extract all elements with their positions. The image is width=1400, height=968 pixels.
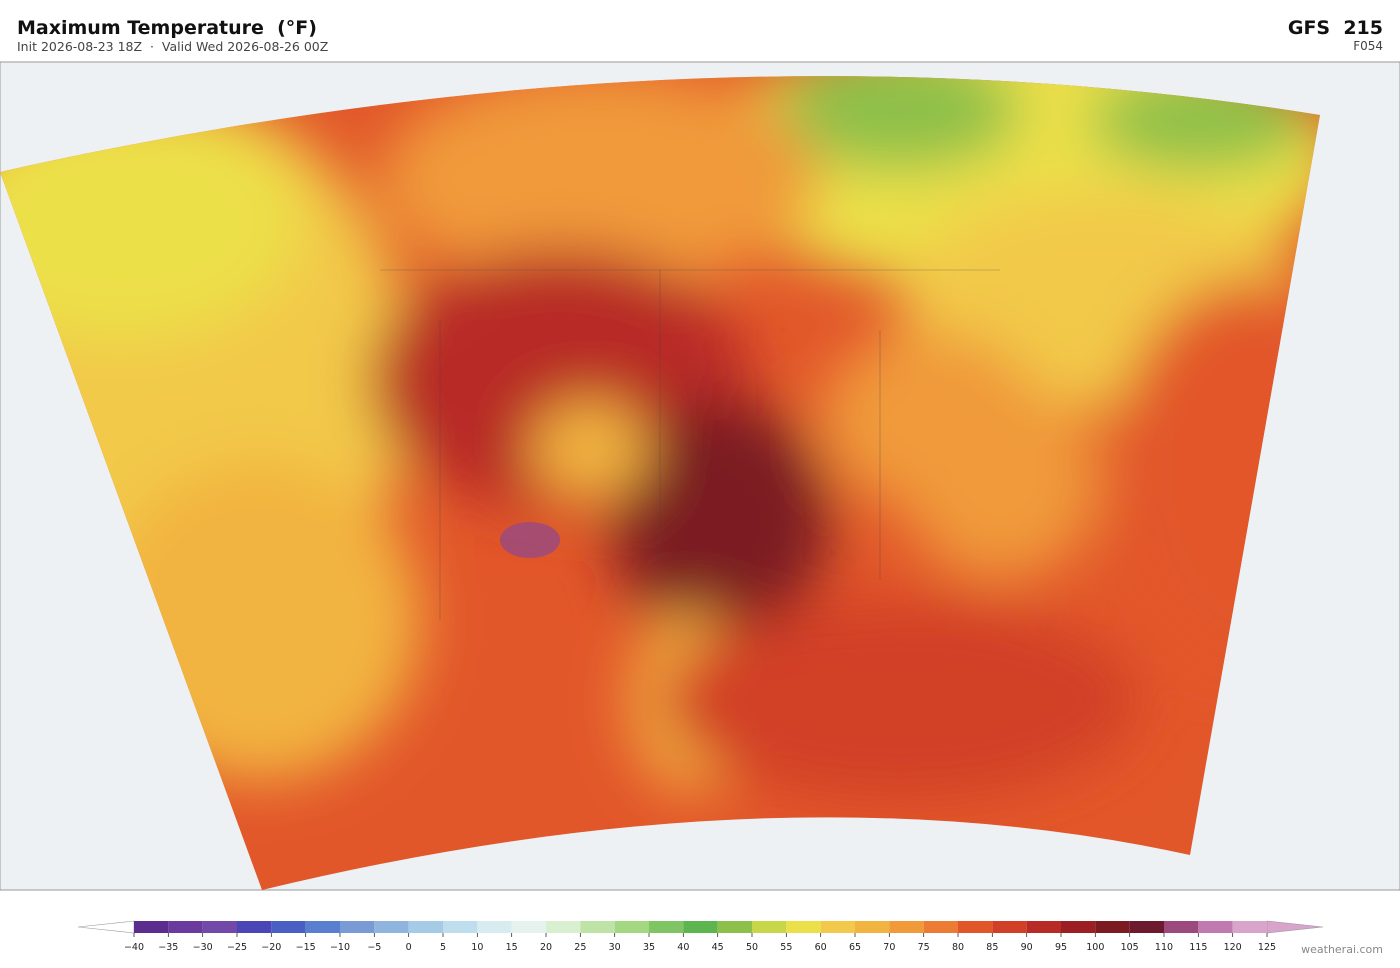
- colorbar-bin: [752, 921, 787, 933]
- colorbar-bin: [271, 921, 306, 933]
- colorbar-tick-label: 35: [643, 942, 655, 953]
- colorbar-tick-label: 105: [1121, 942, 1139, 953]
- colorbar: −40 −35 −30 −25 −20 −15 −10 −5 0 5 10 15 20 25 30 35 40 4…: [77, 920, 1324, 953]
- colorbar-tick-label: −30: [193, 942, 213, 953]
- credit: weatherai.com: [1301, 943, 1383, 956]
- colorbar-bin: [923, 921, 958, 933]
- colorbar-bin: [992, 921, 1027, 933]
- colorbar-bin: [1198, 921, 1233, 933]
- colorbar-tick-label: 75: [918, 942, 930, 953]
- colorbar-bin: [340, 921, 375, 933]
- colorbar-bin: [889, 921, 924, 933]
- map: [0, 61, 1400, 891]
- colorbar-tick-label: 30: [609, 942, 621, 953]
- colorbar-tick-label: 20: [540, 942, 552, 953]
- colorbar-tick-label: 110: [1155, 942, 1173, 953]
- colorbar-bin: [1095, 921, 1130, 933]
- colorbar-tick-label: −35: [158, 942, 178, 953]
- colorbar-tick-label: 65: [849, 942, 861, 953]
- colorbar-bin: [237, 921, 272, 933]
- colorbar-tick-label: −40: [124, 942, 144, 953]
- colorbar-tick-label: 15: [506, 942, 518, 953]
- colorbar-bin: [305, 921, 340, 933]
- colorbar-bin: [580, 921, 615, 933]
- colorbar-bin: [546, 921, 581, 933]
- colorbar-over: [1266, 920, 1324, 934]
- colorbar-bin: [820, 921, 855, 933]
- colorbar-bin: [443, 921, 478, 933]
- colorbar-bin: [855, 921, 890, 933]
- colorbar-bin: [408, 921, 443, 933]
- colorbar-tick-label: 95: [1055, 942, 1067, 953]
- colorbar-bin: [958, 921, 993, 933]
- colorbar-tick-label: 90: [1021, 942, 1033, 953]
- colorbar-tick-label: 120: [1224, 942, 1242, 953]
- colorbar-bin: [477, 921, 512, 933]
- colorbar-tick-label: 40: [677, 942, 689, 953]
- colorbar-bin: [1232, 921, 1267, 933]
- subtitle: Init 2026-08-23 18Z · Valid Wed 2026-08-…: [17, 39, 328, 54]
- colorbar-tick-label: 60: [815, 942, 827, 953]
- colorbar-bin: [1129, 921, 1164, 933]
- colorbar-bin: [786, 921, 821, 933]
- colorbar-tick-label: 100: [1086, 942, 1104, 953]
- colorbar-under: [77, 920, 135, 934]
- colorbar-tick-label: −25: [227, 942, 247, 953]
- colorbar-tick-label: 115: [1189, 942, 1207, 953]
- colorbar-bin: [1061, 921, 1096, 933]
- colorbar-tick-label: −20: [261, 942, 281, 953]
- colorbar-tick-label: 85: [986, 942, 998, 953]
- colorbar-bin: [717, 921, 752, 933]
- colorbar-tick-label: 45: [712, 942, 724, 953]
- colorbar-bin: [511, 921, 546, 933]
- colorbar-tick-label: 5: [440, 942, 446, 953]
- colorbar-bin: [134, 921, 169, 933]
- model-name: GFS 215: [1288, 17, 1383, 39]
- colorbar-bin: [202, 921, 237, 933]
- colorbar-tick-label: 25: [574, 942, 586, 953]
- colorbar-bin: [1026, 921, 1061, 933]
- colorbar-tick-label: 0: [406, 942, 412, 953]
- colorbar-bin: [683, 921, 718, 933]
- colorbar-tick-label: 55: [780, 942, 792, 953]
- colorbar-tick-label: 125: [1258, 942, 1276, 953]
- colorbar-tick-label: −15: [296, 942, 316, 953]
- colorbar-bin: [649, 921, 684, 933]
- colorbar-tick-label: 10: [471, 942, 483, 953]
- colorbar-bin: [614, 921, 649, 933]
- colorbar-bin: [1164, 921, 1199, 933]
- title: Maximum Temperature (°F): [17, 17, 317, 39]
- colorbar-tick-label: −10: [330, 942, 350, 953]
- colorbar-tick-label: 50: [746, 942, 758, 953]
- colorbar-tick-label: 70: [883, 942, 895, 953]
- forecast-hour: F054: [1353, 39, 1383, 53]
- colorbar-bin: [168, 921, 203, 933]
- colorbar-bin: [374, 921, 409, 933]
- colorbar-tick-label: −5: [367, 942, 381, 953]
- colorbar-tick-label: 80: [952, 942, 964, 953]
